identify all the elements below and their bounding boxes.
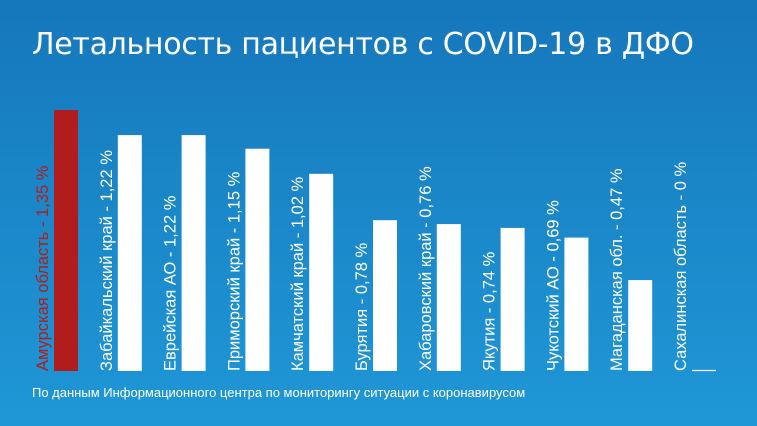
bar-9 (564, 237, 589, 371)
source-note: По данным Информационного центра по мони… (32, 385, 526, 400)
category-label-6: Бурятия - 0,78 % (353, 242, 371, 371)
category-label-10: Магаданская обл. - 0,47 % (608, 168, 626, 371)
bar-6 (373, 220, 397, 371)
category-label-2: Забайкальский край - 1,22 % (98, 150, 116, 371)
bar-1 (54, 110, 78, 371)
bar-10 (628, 280, 653, 371)
category-label-9: Чукотский АО - 0,69 % (544, 200, 562, 371)
bar-7 (436, 224, 461, 371)
bar-4 (245, 148, 270, 371)
category-label-5: Камчатский край - 1,02 % (289, 176, 307, 371)
bar-5 (309, 173, 334, 371)
chart-title: Летальность пациентов с COVID-19 в ДФО (32, 27, 694, 62)
bar-8 (500, 227, 525, 371)
category-label-4: Приморский край - 1,15 % (225, 171, 243, 371)
category-label-3: Еврейская АО - 1,22 % (162, 195, 180, 371)
bar-3 (181, 135, 206, 371)
category-label-8: Якутия - 0,74 % (481, 251, 499, 371)
category-label-11: Сахалинская область - 0 % (672, 161, 690, 371)
category-label-1: Амурская область - 1,35 % (34, 165, 52, 371)
category-label-7: Хабаровский край - 0,76 % (417, 166, 435, 371)
bar-2 (117, 135, 142, 371)
